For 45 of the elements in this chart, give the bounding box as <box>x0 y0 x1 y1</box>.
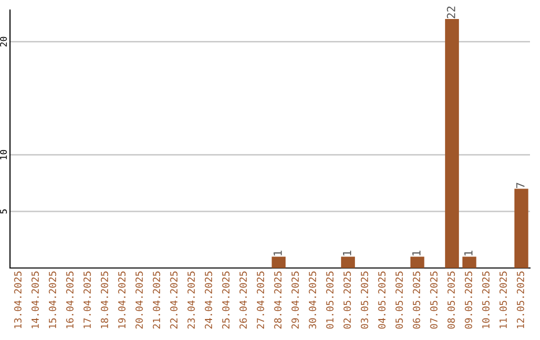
bar <box>272 256 286 268</box>
x-tick-label: 29.04.2025 <box>291 272 299 329</box>
y-tick-label: 20 <box>0 36 7 46</box>
bar <box>445 19 459 268</box>
data-label: 1 <box>274 250 282 256</box>
x-tick-label: 15.04.2025 <box>48 272 56 328</box>
x-tick-label: 16.04.2025 <box>66 272 74 328</box>
x-tick-label: 03.05.2025 <box>360 272 368 329</box>
x-tick-label: 14.04.2025 <box>31 272 39 328</box>
x-tick-label: 04.05.2025 <box>378 272 386 329</box>
x-tick-label: 08.05.2025 <box>447 272 455 329</box>
x-tick-label: 07.05.2025 <box>430 272 438 329</box>
x-tick-label: 17.04.2025 <box>83 272 91 328</box>
x-tick-label: 11.05.2025 <box>499 272 507 328</box>
x-tick-label: 23.04.2025 <box>187 272 195 329</box>
x-tick-label: 30.04.2025 <box>308 272 316 329</box>
x-tick-label: 28.04.2025 <box>274 272 282 329</box>
x-tick-label: 09.05.2025 <box>464 272 472 329</box>
x-tick-label: 19.04.2025 <box>118 272 126 328</box>
data-label: 1 <box>464 250 472 256</box>
x-tick-label: 05.05.2025 <box>395 272 403 329</box>
bar <box>514 188 528 268</box>
x-tick-label: 21.04.2025 <box>152 272 160 329</box>
bar <box>462 256 476 268</box>
x-tick-label: 10.05.2025 <box>482 272 490 328</box>
x-tick-label: 26.04.2025 <box>239 272 247 329</box>
x-tick-label: 02.05.2025 <box>343 272 351 329</box>
y-tick-label: 5 <box>0 209 7 214</box>
x-tick-label: 22.04.2025 <box>170 272 178 329</box>
x-tick-label: 12.05.2025 <box>516 272 524 328</box>
x-tick-label: 27.04.2025 <box>256 272 264 329</box>
x-tick-label: 13.04.2025 <box>14 272 22 328</box>
x-tick-label: 18.04.2025 <box>100 272 108 328</box>
data-label: 22 <box>446 6 456 18</box>
bar <box>341 256 355 268</box>
data-label: 1 <box>342 250 352 256</box>
y-tick-label: 10 <box>0 150 7 160</box>
data-label: 7 <box>516 182 524 188</box>
x-tick-label: 20.04.2025 <box>135 272 143 329</box>
x-tick-label: 25.04.2025 <box>222 272 230 329</box>
x-tick-label: 24.04.2025 <box>204 272 212 329</box>
bar <box>410 256 424 268</box>
x-tick-label: 01.05.2025 <box>326 272 334 329</box>
x-tick-label: 06.05.2025 <box>412 272 420 329</box>
data-label: 1 <box>412 250 420 256</box>
